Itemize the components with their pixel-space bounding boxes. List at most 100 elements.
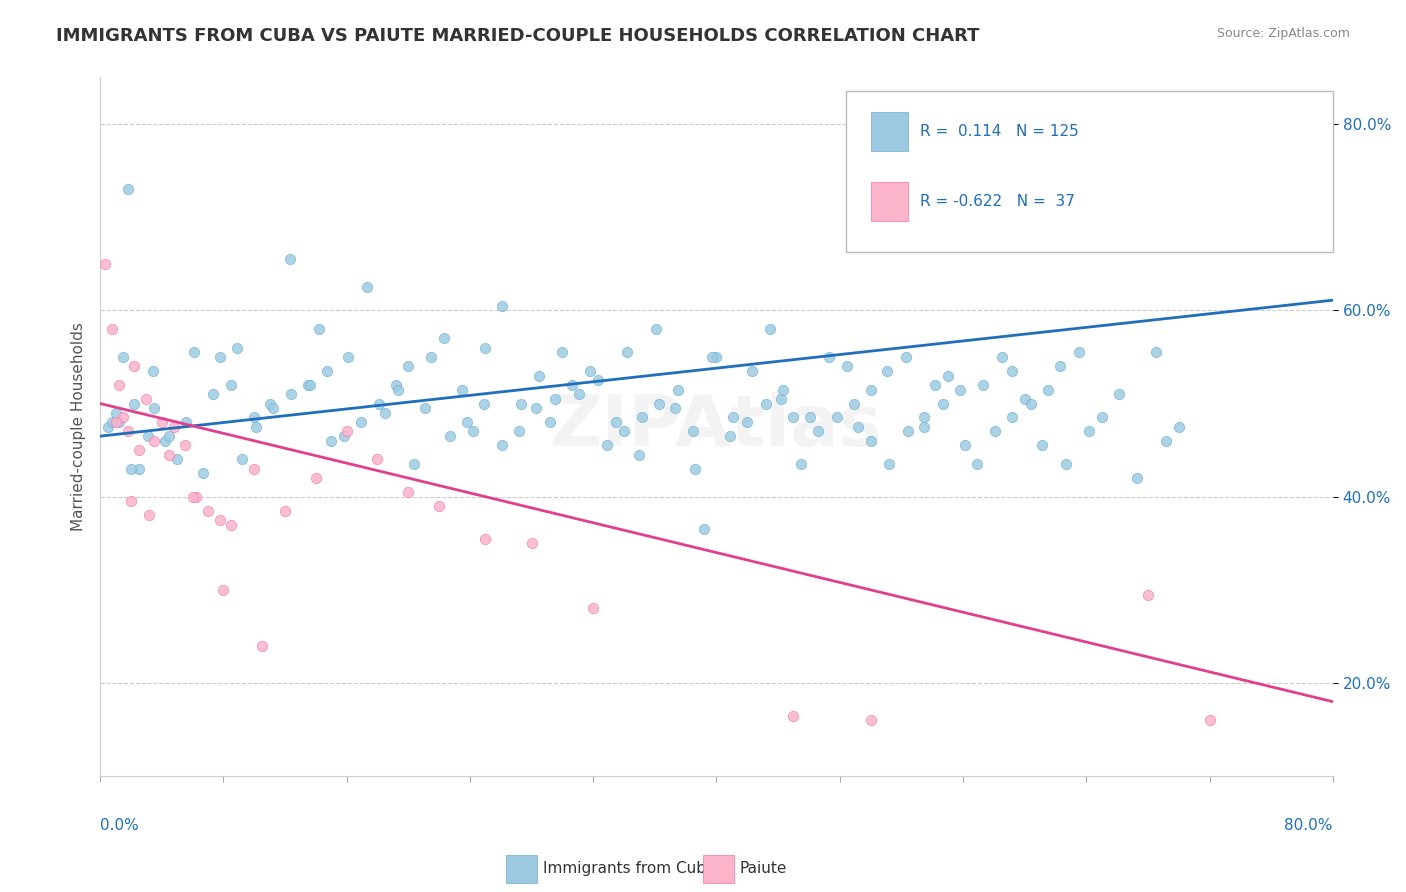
Point <box>683 461 706 475</box>
Point <box>117 425 139 439</box>
Text: Source: ZipAtlas.com: Source: ZipAtlas.com <box>1216 27 1350 40</box>
Point <box>439 429 461 443</box>
Point <box>404 457 426 471</box>
Bar <box>870 112 907 151</box>
Point <box>472 396 495 410</box>
Point <box>772 383 794 397</box>
Point <box>877 457 900 471</box>
Point <box>135 392 157 406</box>
Point <box>1156 434 1178 448</box>
Point <box>932 396 955 410</box>
Point <box>818 350 841 364</box>
Point <box>374 406 396 420</box>
Point <box>153 434 176 448</box>
Point <box>949 383 972 397</box>
Point <box>104 415 127 429</box>
Text: Immigrants from Cuba: Immigrants from Cuba <box>543 862 716 876</box>
Point <box>914 419 936 434</box>
Point <box>582 601 605 615</box>
Point <box>491 299 513 313</box>
Point <box>790 457 813 471</box>
Point <box>568 387 591 401</box>
Point <box>1054 457 1077 471</box>
Point <box>825 410 848 425</box>
Point <box>122 396 145 410</box>
Point <box>807 425 830 439</box>
Point <box>94 257 117 271</box>
Point <box>474 341 496 355</box>
Point <box>1144 345 1167 359</box>
Point <box>315 364 337 378</box>
Point <box>128 443 150 458</box>
Point <box>259 396 281 410</box>
Point <box>385 377 408 392</box>
Point <box>184 490 207 504</box>
Point <box>759 322 782 336</box>
Point <box>163 419 186 434</box>
Point <box>914 410 936 425</box>
Point <box>706 350 728 364</box>
Point <box>219 377 242 392</box>
Point <box>1067 345 1090 359</box>
Text: IMMIGRANTS FROM CUBA VS PAIUTE MARRIED-COUPLE HOUSEHOLDS CORRELATION CHART: IMMIGRANTS FROM CUBA VS PAIUTE MARRIED-C… <box>56 27 980 45</box>
Point <box>433 331 456 345</box>
Point <box>648 396 671 410</box>
Point <box>141 364 163 378</box>
Point <box>420 350 443 364</box>
Point <box>298 377 321 392</box>
Point <box>243 410 266 425</box>
Point <box>538 415 561 429</box>
Point <box>1126 471 1149 485</box>
Point <box>596 438 619 452</box>
Point <box>561 377 583 392</box>
Point <box>396 359 419 374</box>
Point <box>1019 396 1042 410</box>
Y-axis label: Married-couple Households: Married-couple Households <box>72 322 86 532</box>
Point <box>176 415 198 429</box>
Point <box>491 438 513 452</box>
Point <box>859 713 882 727</box>
Point <box>894 350 917 364</box>
Point <box>616 345 638 359</box>
Point <box>366 452 388 467</box>
Point <box>337 350 360 364</box>
Point <box>166 452 188 467</box>
Point <box>859 383 882 397</box>
Point <box>104 406 127 420</box>
Point <box>842 396 865 410</box>
Point <box>219 517 242 532</box>
Point <box>1049 359 1071 374</box>
Point <box>859 434 882 448</box>
Point <box>1167 419 1189 434</box>
Point <box>723 410 745 425</box>
Point <box>197 503 219 517</box>
Point <box>990 350 1012 364</box>
Point <box>1078 425 1101 439</box>
Point <box>693 522 716 536</box>
Point <box>1108 387 1130 401</box>
Point <box>308 322 330 336</box>
Point <box>413 401 436 416</box>
Point <box>936 368 959 383</box>
Point <box>896 425 918 439</box>
Point <box>782 708 804 723</box>
Point <box>250 639 273 653</box>
Point <box>396 485 419 500</box>
Point <box>332 429 354 443</box>
Point <box>305 471 328 485</box>
Point <box>181 490 204 504</box>
Point <box>297 377 319 392</box>
Point <box>474 532 496 546</box>
Point <box>226 341 249 355</box>
Point <box>274 503 297 517</box>
Point <box>356 280 378 294</box>
Point <box>212 582 235 597</box>
Point <box>138 508 160 523</box>
Point <box>231 452 253 467</box>
Point <box>544 392 567 406</box>
Point <box>770 392 793 406</box>
Point <box>461 425 484 439</box>
Point <box>700 350 723 364</box>
Point <box>321 434 343 448</box>
Point <box>209 350 232 364</box>
